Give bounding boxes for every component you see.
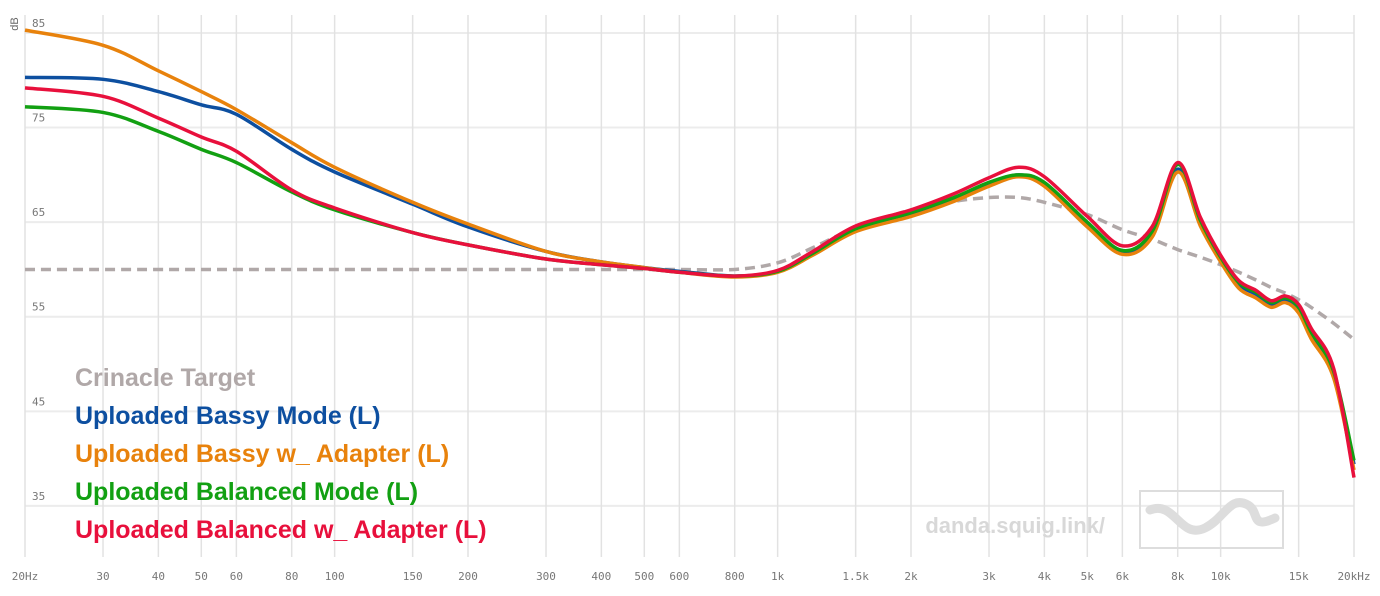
x-tick-label: 6k: [1116, 570, 1130, 583]
legend-entry: Uploaded Balanced Mode (L): [75, 478, 418, 506]
x-tick-label: 60: [230, 570, 243, 583]
y-tick-label: 35: [32, 490, 45, 503]
logo: [1139, 490, 1284, 549]
plot: 35 45 55 65 75 85 20Hz 30 40 50 60 80 100 150 200 300 40…: [12, 17, 1371, 583]
watermark: danda.squig.link/: [925, 513, 1105, 538]
x-tick-label: 150: [403, 570, 423, 583]
x-tick-label: 15k: [1289, 570, 1309, 583]
x-tick-label: 400: [591, 570, 611, 583]
x-tick-label: 800: [725, 570, 745, 583]
series-line: [24, 28, 1356, 471]
x-tick-label: 40: [152, 570, 165, 583]
grid: [24, 15, 1355, 557]
x-tick-label: 10k: [1211, 570, 1231, 583]
x-tick-label: 100: [325, 570, 345, 583]
y-tick-label: 65: [32, 206, 45, 219]
x-tick-label: 30: [96, 570, 109, 583]
legend-entry: Uploaded Bassy w_ Adapter (L): [75, 440, 449, 468]
x-tick-label: 3k: [982, 570, 996, 583]
x-tick-label: 4k: [1038, 570, 1052, 583]
x-tick-label: 200: [458, 570, 478, 583]
x-tick-label: 600: [669, 570, 689, 583]
y-tick-label: 85: [32, 17, 45, 30]
x-tick-label: 20kHz: [1337, 570, 1370, 583]
y-tick-label: 55: [32, 301, 45, 314]
x-tick-label: 20Hz: [12, 570, 39, 583]
series-line: [24, 86, 1356, 478]
x-tick-label: 80: [285, 570, 298, 583]
x-tick-label: 2k: [904, 570, 918, 583]
x-tick-label: 5k: [1081, 570, 1095, 583]
y-tick-label: 45: [32, 395, 45, 408]
legend-entry: Uploaded Bassy Mode (L): [75, 402, 381, 430]
x-tick-label: 8k: [1171, 570, 1185, 583]
legend-entry: Crinacle Target: [75, 364, 256, 392]
legend-entry: Uploaded Balanced w_ Adapter (L): [75, 516, 487, 544]
series-line: [25, 195, 1356, 341]
x-tick-label: 1.5k: [842, 570, 869, 583]
x-tick-label: 300: [536, 570, 556, 583]
x-tick-label: 1k: [771, 570, 785, 583]
y-axis-label: dB: [9, 17, 21, 30]
y-tick-label: 75: [32, 112, 45, 125]
x-tick-label: 50: [195, 570, 208, 583]
x-tick-label: 500: [634, 570, 654, 583]
